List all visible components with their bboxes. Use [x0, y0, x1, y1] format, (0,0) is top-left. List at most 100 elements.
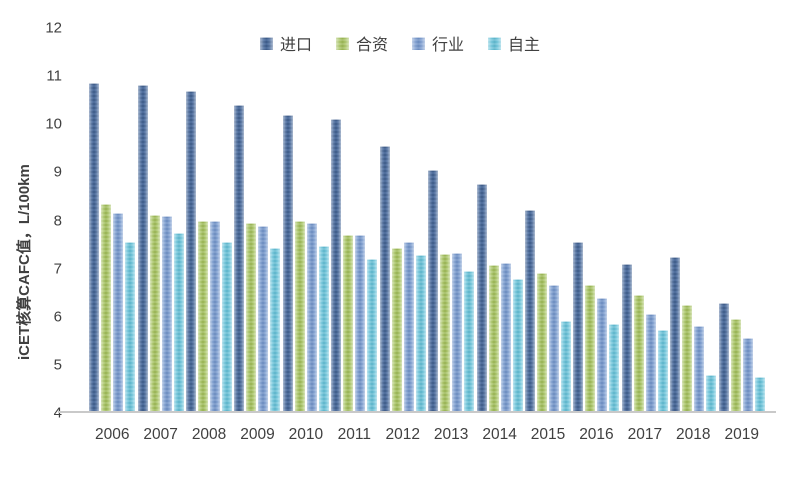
- bar-import-2007: [137, 84, 148, 413]
- bar-import-2019: [718, 303, 729, 413]
- bar-import-2015: [525, 209, 535, 413]
- x-label-2014: 2014: [482, 426, 517, 443]
- y-tick-7: 7: [53, 260, 62, 278]
- x-label-2007: 2007: [143, 426, 178, 443]
- bar-joint-venture-2014: [488, 264, 499, 413]
- bar-joint-venture-2011: [343, 234, 354, 413]
- bar-import-2012: [379, 145, 390, 413]
- bar-group-2007: [136, 28, 184, 413]
- bar-group-2009: [233, 28, 281, 413]
- bar-joint-venture-2017: [633, 295, 644, 413]
- bar-industry-2015: [549, 285, 559, 413]
- legend-marker-joint-venture: [335, 36, 349, 50]
- bar-joint-venture-2015: [537, 273, 547, 413]
- bar-industry-2017: [645, 314, 656, 413]
- bar-domestic-2012: [415, 255, 426, 413]
- bar-industry-2013: [452, 253, 463, 413]
- x-label-2006: 2006: [94, 426, 130, 443]
- legend: 进口 合资 行业 自主: [0, 31, 800, 55]
- legend-label-import: 进口: [279, 37, 312, 54]
- x-label-2009: 2009: [240, 426, 275, 443]
- bar-import-2013: [428, 169, 439, 413]
- bar-industry-2012: [403, 242, 414, 413]
- y-tick-9: 9: [53, 163, 62, 181]
- legend-marker-industry: [412, 36, 425, 50]
- x-label-2008: 2008: [191, 426, 227, 443]
- bar-group-2013: [427, 28, 475, 413]
- x-label-2011: 2011: [337, 426, 371, 443]
- legend-marker-domestic: [488, 36, 502, 50]
- bar-group-2012: [379, 28, 427, 413]
- x-axis-line: [58, 411, 776, 413]
- bar-joint-venture-2006: [101, 203, 112, 413]
- legend-label-joint-venture: 合资: [355, 37, 388, 54]
- x-label-2013: 2013: [433, 426, 469, 443]
- bar-group-2014: [475, 28, 523, 413]
- bar-group-2018: [669, 28, 717, 413]
- bar-industry-2018: [694, 326, 705, 413]
- bar-domestic-2019: [754, 376, 765, 413]
- bar-import-2009: [234, 105, 245, 413]
- bar-group-2011: [330, 28, 378, 413]
- legend-item-joint-venture: 合资: [335, 31, 388, 55]
- bar-domestic-2011: [367, 259, 378, 413]
- x-label-2017: 2017: [627, 426, 663, 443]
- y-tick-4: 4: [53, 404, 62, 422]
- x-axis-labels: 2006 2007 2008 2009 2010 2011 2012 2013 2014 2015…: [88, 426, 766, 444]
- bar-industry-2010: [306, 222, 317, 413]
- x-label-2012: 2012: [385, 426, 420, 443]
- x-label-2018: 2018: [676, 426, 711, 443]
- y-tick-5: 5: [53, 356, 62, 374]
- bar-domestic-2009: [270, 248, 281, 413]
- bar-import-2006: [89, 83, 100, 413]
- y-axis-ticks: 4 5 6 7 8 9 10 11 12: [0, 21, 62, 421]
- bar-domestic-2018: [706, 374, 717, 413]
- bar-joint-venture-2009: [246, 222, 257, 413]
- bar-joint-venture-2008: [198, 220, 209, 413]
- bar-industry-2016: [597, 297, 608, 413]
- x-label-2010: 2010: [288, 426, 324, 443]
- bar-domestic-2008: [222, 242, 233, 413]
- bar-joint-venture-2016: [585, 285, 596, 413]
- legend-item-industry: 行业: [412, 31, 464, 55]
- bar-industry-2014: [500, 262, 511, 413]
- y-tick-10: 10: [45, 115, 62, 133]
- x-label-2016: 2016: [579, 426, 614, 443]
- legend-item-domestic: 自主: [488, 31, 540, 55]
- bar-domestic-2015: [561, 320, 571, 413]
- bar-group-2008: [185, 28, 233, 413]
- bar-group-2010: [282, 28, 330, 413]
- bar-domestic-2017: [657, 329, 668, 413]
- bar-import-2017: [621, 263, 632, 413]
- y-tick-8: 8: [53, 212, 62, 229]
- bar-industry-2008: [210, 220, 221, 413]
- bar-domestic-2006: [125, 242, 136, 413]
- legend-item-import: 进口: [259, 31, 312, 55]
- bar-industry-2009: [258, 226, 269, 413]
- y-tick-12: 12: [45, 19, 62, 37]
- bar-import-2014: [476, 184, 487, 413]
- bar-joint-venture-2007: [149, 214, 160, 413]
- x-label-2019: 2019: [724, 426, 759, 443]
- bar-domestic-2013: [464, 271, 475, 413]
- bar-domestic-2010: [318, 245, 329, 413]
- bar-import-2011: [331, 119, 342, 413]
- legend-marker-import: [259, 36, 273, 50]
- y-tick-6: 6: [53, 308, 62, 326]
- bar-industry-2006: [113, 213, 124, 413]
- legend-label-industry: 行业: [432, 37, 465, 54]
- y-tick-11: 11: [46, 67, 62, 85]
- bar-joint-venture-2012: [391, 248, 402, 413]
- legend-label-domestic: 自主: [508, 37, 541, 54]
- bar-industry-2011: [355, 234, 366, 413]
- x-label-2015: 2015: [530, 426, 566, 443]
- bar-joint-venture-2018: [682, 304, 693, 413]
- bar-domestic-2016: [609, 323, 620, 413]
- bar-group-2015: [524, 28, 572, 413]
- bar-industry-2019: [742, 338, 753, 413]
- bar-joint-venture-2010: [294, 220, 305, 413]
- bar-import-2018: [670, 256, 681, 413]
- bar-group-2017: [621, 28, 669, 413]
- bar-industry-2007: [161, 215, 172, 413]
- bar-domestic-2014: [512, 279, 523, 413]
